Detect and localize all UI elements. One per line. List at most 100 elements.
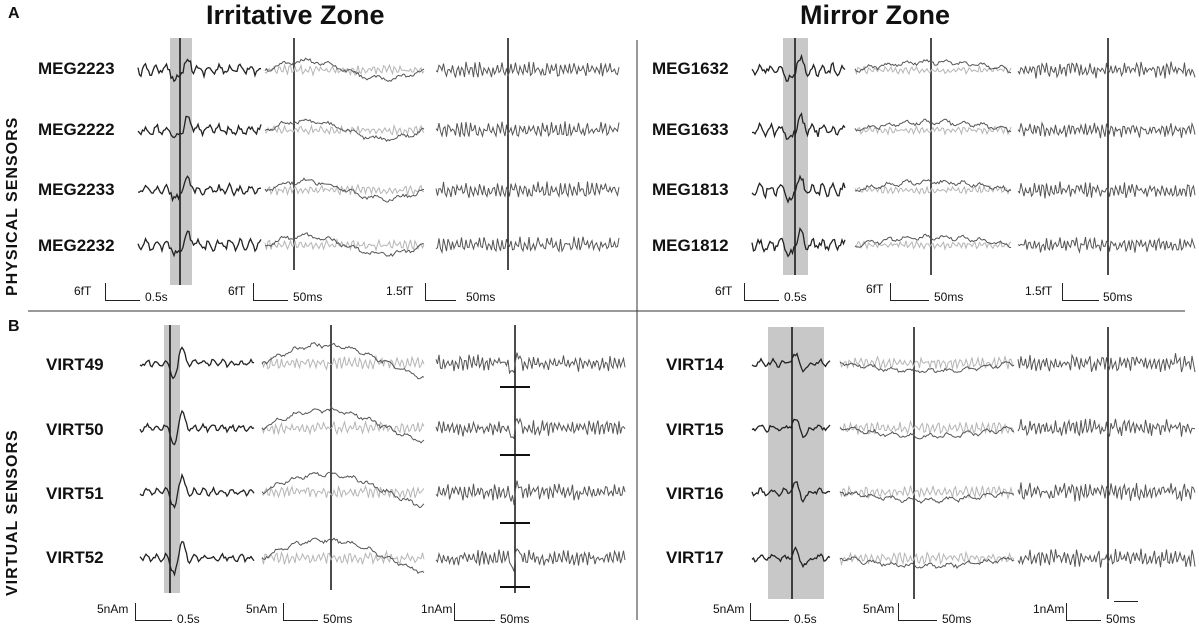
highlight-band <box>768 327 824 599</box>
signal-trace <box>751 227 846 258</box>
signal-trace <box>839 484 1015 501</box>
channel-label: MEG1632 <box>652 59 729 78</box>
scalebar <box>253 283 288 301</box>
signal-trace <box>1017 418 1196 437</box>
signal-trace <box>751 546 831 569</box>
signal-trace <box>1017 353 1196 373</box>
scalebar <box>1062 283 1099 301</box>
scalebar-time: 0.5s <box>177 612 200 626</box>
channel-label: MEG1812 <box>652 236 729 255</box>
channel-label: VIRT14 <box>666 355 724 374</box>
signal-trace <box>435 236 620 255</box>
signal-trace <box>261 484 425 500</box>
scalebar-time: 50ms <box>323 612 353 626</box>
scalebar-amp: 6fT <box>866 282 884 296</box>
scalebar <box>898 603 937 621</box>
panel-a-letter: A <box>8 5 20 22</box>
signal-trace <box>839 419 1015 436</box>
scalebar <box>750 603 789 621</box>
scalebar-amp: 1nAm <box>421 602 453 616</box>
signal-trace <box>751 174 846 204</box>
signal-trace <box>435 121 620 139</box>
scalebar-time: 50ms <box>1103 290 1133 304</box>
scalebar <box>135 603 172 621</box>
channel-label: MEG2233 <box>38 180 115 199</box>
signal-trace <box>137 175 262 203</box>
signal-trace <box>854 125 1012 136</box>
signal-trace <box>854 239 1012 251</box>
signal-trace <box>139 346 255 380</box>
scalebar-time: 0.5s <box>784 290 807 304</box>
signal-trace <box>751 112 846 140</box>
channel-label: VIRT49 <box>46 355 104 374</box>
signal-trace <box>435 61 620 78</box>
channel-label: MEG1633 <box>652 120 729 139</box>
signal-trace <box>751 418 831 439</box>
channel-label: MEG1813 <box>652 180 729 199</box>
scalebar-amp: 1.5fT <box>1025 284 1053 298</box>
scalebar-time: 0.5s <box>794 612 817 626</box>
signal-trace <box>264 237 425 252</box>
signal-trace <box>751 53 846 82</box>
channel-label: VIRT51 <box>46 484 104 503</box>
signal-trace <box>1017 482 1196 502</box>
scalebar <box>744 283 779 301</box>
signal-trace <box>839 556 1015 569</box>
highlight-band <box>164 325 180 593</box>
irritative-zone-header: Irritative Zone <box>206 0 385 30</box>
scalebar-amp: 5nAm <box>713 602 745 616</box>
scalebar-amp: 1.5fT <box>386 284 414 298</box>
scalebar-time: 50ms <box>1106 612 1136 626</box>
signal-trace <box>435 352 626 375</box>
scalebar-amp: 5nAm <box>863 602 895 616</box>
signal-trace <box>1017 237 1196 254</box>
channel-label: VIRT17 <box>666 548 724 567</box>
signal-trace <box>1017 181 1196 199</box>
channel-label: MEG2223 <box>38 59 115 78</box>
scalebar-amp: 6fT <box>228 284 246 298</box>
scalebar <box>890 283 929 301</box>
signal-trace <box>261 549 425 566</box>
signal-trace <box>139 540 255 577</box>
scalebar-amp: 6fT <box>74 284 92 298</box>
signal-trace <box>839 550 1015 567</box>
scalebar-amp: 5nAm <box>246 602 278 616</box>
extra-scalebar-line <box>1114 601 1138 602</box>
signal-trace <box>839 490 1015 504</box>
signal-trace <box>854 118 1012 133</box>
scalebar-time: 50ms <box>293 290 323 304</box>
channel-label: MEG2222 <box>38 120 115 139</box>
signal-trace <box>854 233 1012 249</box>
scalebar <box>454 603 495 621</box>
scalebar-time: 50ms <box>466 290 496 304</box>
signal-trace <box>139 472 255 509</box>
scalebar-amp: 5nAm <box>97 602 129 616</box>
signal-trace <box>139 409 255 446</box>
scalebar-amp: 6fT <box>715 284 733 298</box>
signal-trace <box>261 419 425 436</box>
signal-trace <box>854 58 1012 74</box>
channel-label: VIRT15 <box>666 420 724 439</box>
signal-trace <box>839 361 1015 374</box>
channel-label: MEG2232 <box>38 236 115 255</box>
signal-trace <box>264 63 425 77</box>
scalebar <box>283 603 318 621</box>
scalebar-amp: 1nAm <box>1033 602 1065 616</box>
signal-trace <box>854 65 1012 76</box>
signal-trace <box>854 184 1012 196</box>
scalebar <box>1066 603 1101 621</box>
signal-trace <box>261 342 425 380</box>
scalebar-time: 50ms <box>500 612 530 626</box>
scalebar-time: 50ms <box>934 290 964 304</box>
signal-trace <box>137 115 262 139</box>
signal-trace <box>264 177 425 203</box>
signal-trace <box>1017 121 1196 139</box>
scalebar-time: 0.5s <box>145 290 168 304</box>
signal-trace <box>265 232 425 257</box>
signal-trace <box>264 118 425 143</box>
signal-trace <box>264 57 425 82</box>
signal-trace <box>1017 548 1196 568</box>
signal-trace <box>435 417 626 440</box>
signal-trace <box>435 548 626 572</box>
